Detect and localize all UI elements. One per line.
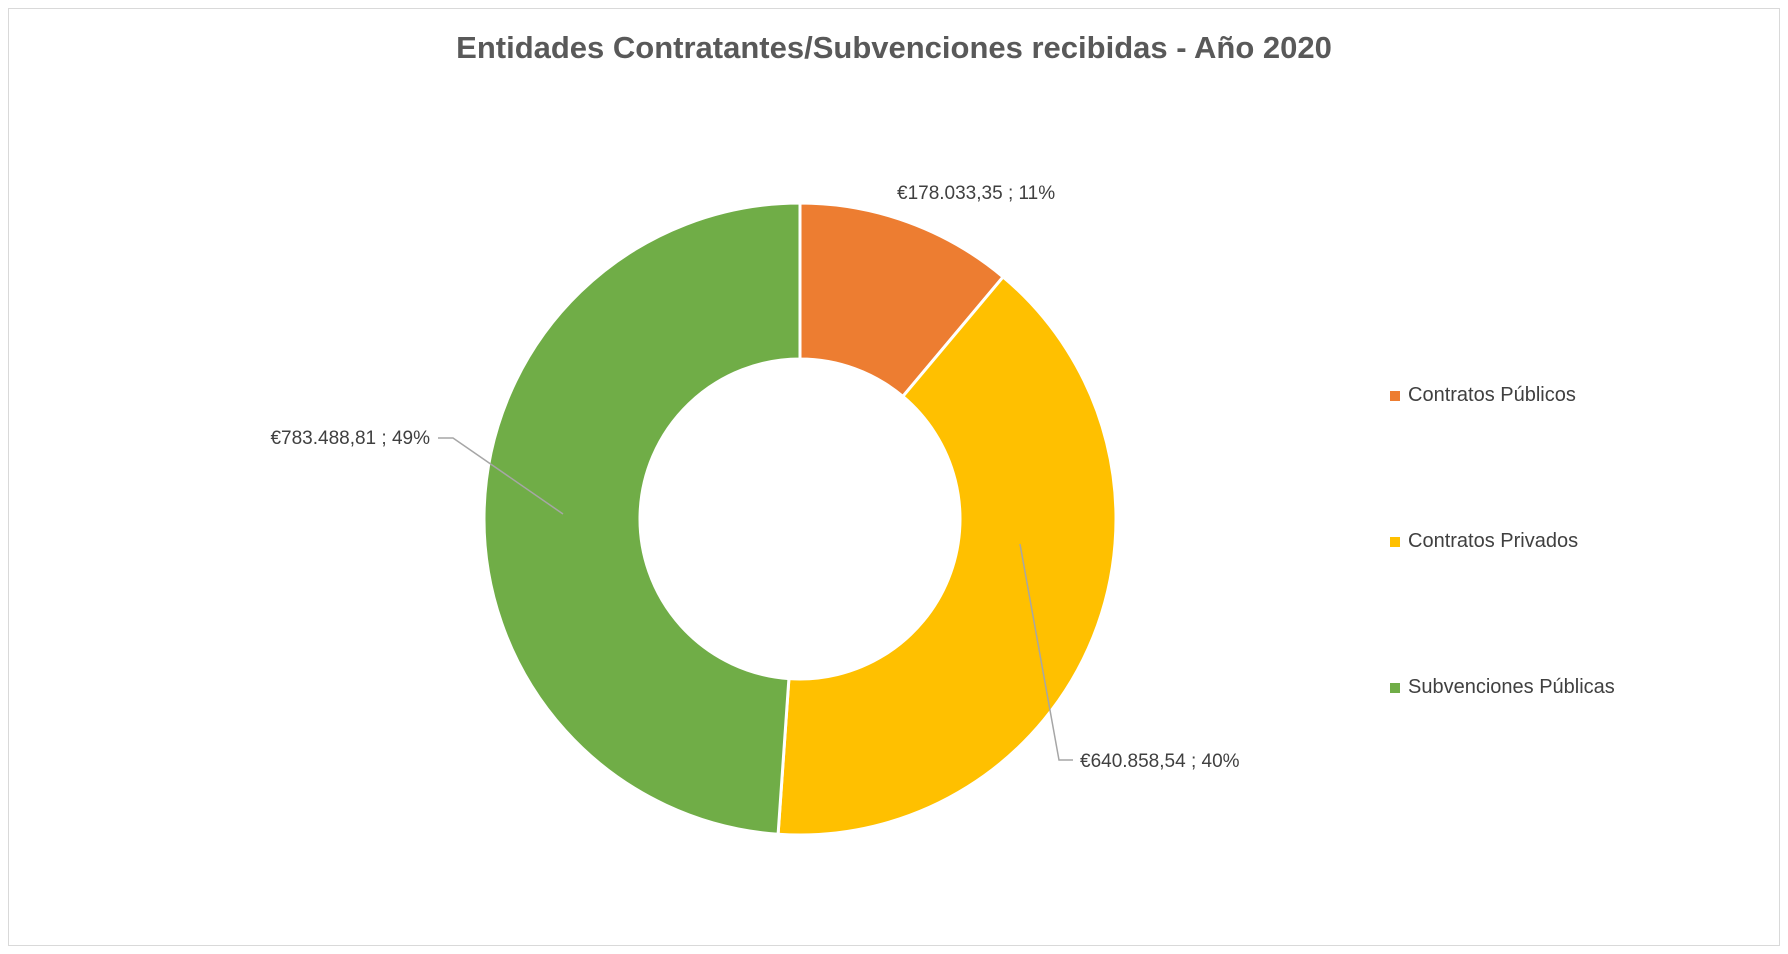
leader-line	[438, 437, 564, 515]
legend-label: Contratos Públicos	[1408, 384, 1576, 406]
legend-item-contratos-publicos: Contratos Públicos	[1390, 384, 1576, 407]
leader-line	[1019, 543, 1073, 761]
data-label: €783.488,81 ; 49%	[270, 428, 430, 449]
legend-swatch	[1390, 390, 1400, 401]
legend-label: Contratos Privados	[1408, 530, 1579, 552]
doughnut-slice	[482, 201, 802, 836]
legend-swatch	[1390, 536, 1400, 547]
legend-label: Subvenciones Públicas	[1408, 676, 1615, 698]
data-labels: €178.033,35 ; 11% €640.858,54 ; 40% €783.4…	[270, 183, 1239, 772]
data-label: €640.858,54 ; 40%	[1080, 751, 1240, 772]
doughnut-slices	[482, 201, 1118, 837]
legend-item-subvenciones-publicas: Subvenciones Públicas	[1390, 676, 1615, 699]
leader-lines	[438, 437, 1073, 761]
data-label: €178.033,35 ; 11%	[897, 183, 1055, 204]
doughnut-slice	[776, 274, 1118, 837]
legend-item-contratos-privados: Contratos Privados	[1390, 530, 1578, 553]
chart-title: Entidades Contratantes/Subvenciones reci…	[456, 30, 1332, 65]
legend-swatch	[1390, 682, 1400, 693]
